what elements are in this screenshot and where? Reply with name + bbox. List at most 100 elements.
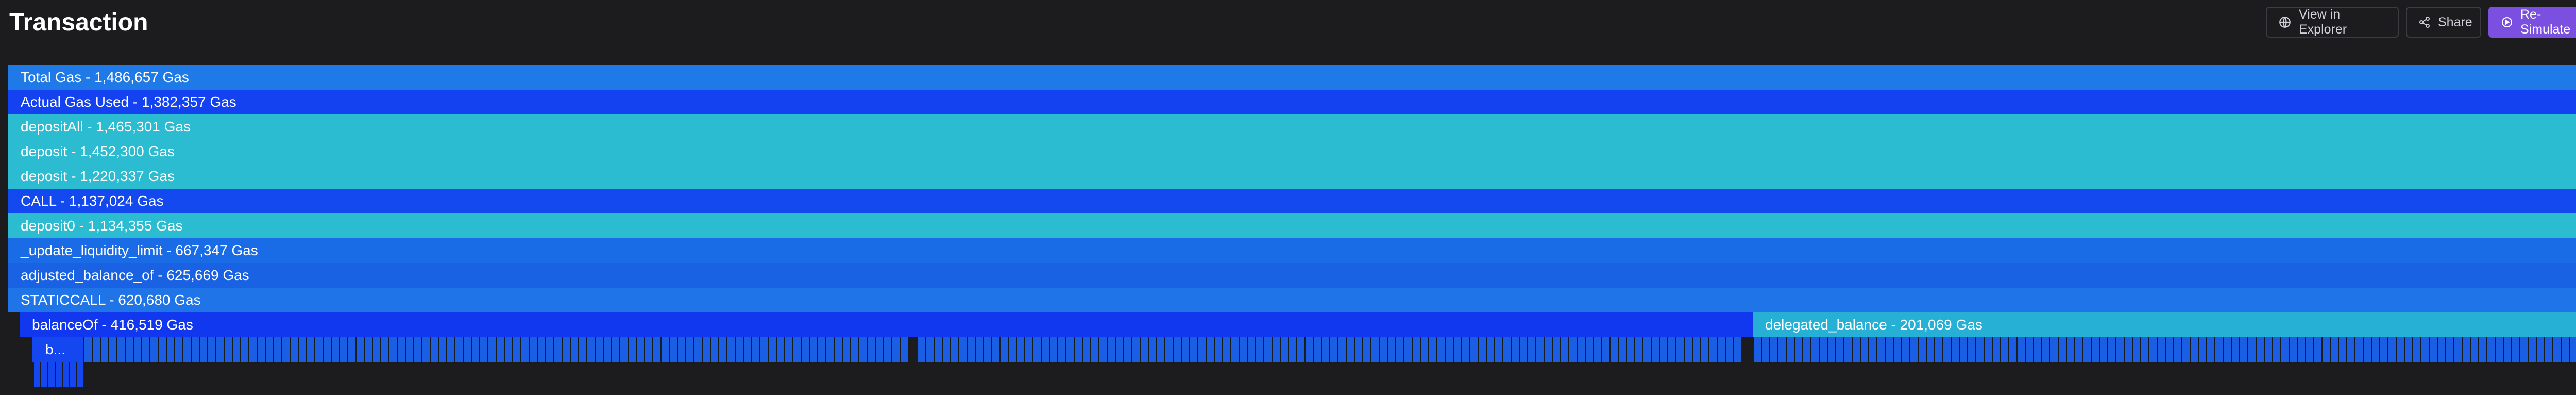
flame-tick[interactable]: [884, 337, 892, 362]
flame-tick[interactable]: [2306, 337, 2314, 362]
flame-tick[interactable]: [943, 337, 951, 362]
flame-tick[interactable]: [1726, 337, 1734, 362]
flame-tick[interactable]: [464, 337, 472, 362]
re-simulate-button[interactable]: Re-Simulate: [2488, 7, 2576, 38]
flame-tick[interactable]: [1429, 337, 1437, 362]
flame-row[interactable]: Actual Gas Used - 1,382,357 Gas: [8, 90, 2576, 114]
flame-tick[interactable]: [2034, 337, 2042, 362]
flame-tick[interactable]: [1388, 337, 1396, 362]
flame-tick[interactable]: [1512, 337, 1520, 362]
flame-tick[interactable]: [389, 337, 398, 362]
flame-tick[interactable]: [1795, 337, 1803, 362]
flame-tick[interactable]: [1306, 337, 1314, 362]
flame-tick[interactable]: [1503, 337, 1512, 362]
flame-tick[interactable]: [1157, 337, 1165, 362]
flame-tick[interactable]: [241, 337, 249, 362]
flame-tick[interactable]: [1495, 337, 1503, 362]
flame-tick-nested[interactable]: [77, 362, 84, 387]
flame-tick[interactable]: [2141, 337, 2149, 362]
flame-tick[interactable]: [1960, 337, 1968, 362]
flame-tick[interactable]: [455, 337, 464, 362]
flame-tick[interactable]: [332, 337, 340, 362]
flame-tick[interactable]: [1066, 337, 1075, 362]
flame-tick[interactable]: [1828, 337, 1836, 362]
flame-tick[interactable]: [579, 337, 587, 362]
flame-tick[interactable]: [769, 337, 777, 362]
flame-tick[interactable]: [2529, 337, 2537, 362]
flame-tick[interactable]: [2182, 337, 2191, 362]
flame-tick[interactable]: [167, 337, 175, 362]
flame-row[interactable]: CALL - 1,137,024 Gas: [8, 189, 2576, 213]
flame-row[interactable]: deposit - 1,220,337 Gas: [8, 164, 2576, 189]
flame-tick[interactable]: [348, 337, 357, 362]
flame-tick[interactable]: [1437, 337, 1446, 362]
flame-tick[interactable]: [2290, 337, 2298, 362]
flame-tick[interactable]: [1919, 337, 1927, 362]
flame-tick[interactable]: [1479, 337, 1487, 362]
flame-tick[interactable]: [2075, 337, 2083, 362]
flame-tick[interactable]: [2331, 337, 2339, 362]
flame-row[interactable]: _update_liquidity_limit - 667,347 Gas: [8, 238, 2576, 263]
flame-tick[interactable]: [381, 337, 389, 362]
flame-call-small[interactable]: b...: [32, 337, 83, 362]
flame-tick[interactable]: [1685, 337, 1693, 362]
flame-tick[interactable]: [1297, 337, 1306, 362]
flame-tick[interactable]: [2438, 337, 2446, 362]
flame-tick[interactable]: [1380, 337, 1388, 362]
flame-tick[interactable]: [2009, 337, 2018, 362]
flame-tick[interactable]: [826, 337, 835, 362]
flame-tick[interactable]: [2166, 337, 2174, 362]
flame-tick[interactable]: [2512, 337, 2520, 362]
flame-tick[interactable]: [307, 337, 315, 362]
flame-tick[interactable]: [1877, 337, 1886, 362]
flame-tick[interactable]: [1165, 337, 1174, 362]
flame-tick[interactable]: [1787, 337, 1795, 362]
flame-tick[interactable]: [2265, 337, 2273, 362]
flame-tick[interactable]: [1668, 337, 1676, 362]
flame-tick[interactable]: [183, 337, 192, 362]
flame-row[interactable]: STATICCALL - 620,680 Gas: [8, 288, 2576, 312]
flame-tick[interactable]: [2463, 337, 2471, 362]
flame-tick[interactable]: [2001, 337, 2009, 362]
flame-tick[interactable]: [2388, 337, 2397, 362]
flame-tick[interactable]: [1116, 337, 1124, 362]
flame-tick[interactable]: [1952, 337, 1960, 362]
flame-tick[interactable]: [1182, 337, 1190, 362]
flame-tick[interactable]: [2125, 337, 2133, 362]
flame-tick[interactable]: [1985, 337, 1993, 362]
flame-tick[interactable]: [1174, 337, 1182, 362]
flame-tick[interactable]: [694, 337, 703, 362]
flame-tick[interactable]: [1553, 337, 1561, 362]
flame-tick[interactable]: [414, 337, 422, 362]
flame-tick[interactable]: [1844, 337, 1853, 362]
flame-tick[interactable]: [686, 337, 694, 362]
flame-tick[interactable]: [266, 337, 274, 362]
flame-tick[interactable]: [604, 337, 612, 362]
flame-tick[interactable]: [1099, 337, 1108, 362]
flame-tick[interactable]: [1993, 337, 2001, 362]
flame-tick-nested[interactable]: [70, 362, 77, 387]
flame-tick[interactable]: [1248, 337, 1256, 362]
flame-tick[interactable]: [2496, 337, 2504, 362]
flame-tick[interactable]: [1528, 337, 1536, 362]
flame-tick[interactable]: [629, 337, 637, 362]
flame-tick[interactable]: [2174, 337, 2182, 362]
flame-tick[interactable]: [843, 337, 851, 362]
flame-tick[interactable]: [134, 337, 142, 362]
flame-tick[interactable]: [1256, 337, 1264, 362]
flame-tick[interactable]: [406, 337, 414, 362]
flame-tick[interactable]: [1033, 337, 1042, 362]
flame-tick[interactable]: [2562, 337, 2570, 362]
flame-row-delegated-balance[interactable]: delegated_balance - 201,069 Gas: [1753, 312, 2576, 337]
flame-row-balanceof[interactable]: balanceOf - 416,519 Gas: [20, 312, 1753, 337]
flame-tick[interactable]: [2149, 337, 2158, 362]
flame-tick[interactable]: [2471, 337, 2479, 362]
flame-tick[interactable]: [216, 337, 225, 362]
flame-tick[interactable]: [968, 337, 976, 362]
flame-tick[interactable]: [1371, 337, 1380, 362]
flame-tick[interactable]: [2553, 337, 2562, 362]
share-button[interactable]: Share: [2406, 7, 2481, 38]
flame-tick[interactable]: [984, 337, 992, 362]
flame-tick[interactable]: [324, 337, 332, 362]
flame-tick[interactable]: [1754, 337, 1762, 362]
